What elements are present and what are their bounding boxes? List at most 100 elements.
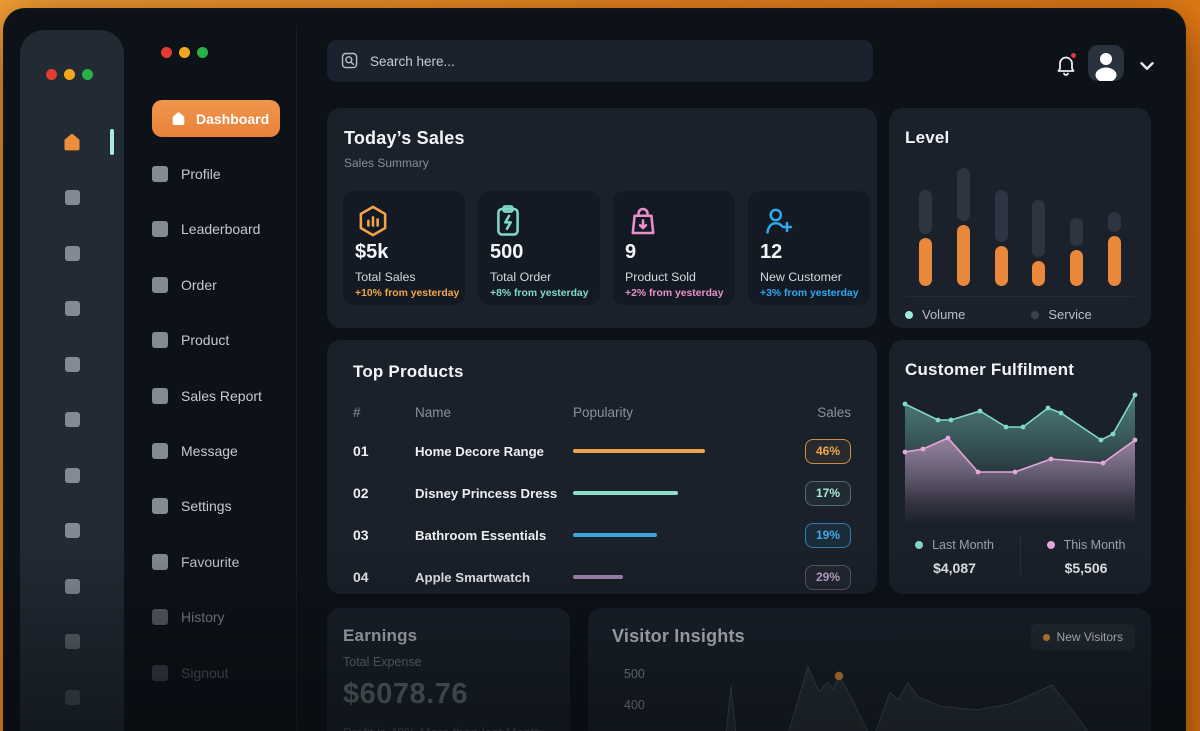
mini-traffic-lights [46,69,93,80]
this-month-dot [1046,541,1055,549]
account-menu-button[interactable] [1136,55,1158,77]
service-legend-label: Service [1048,307,1092,322]
sidebar-item-dashboard[interactable]: Dashboard [152,100,280,137]
mini-item-product[interactable] [20,346,124,382]
level-bar-6 [1107,212,1121,286]
mini-item-signout[interactable] [20,679,124,715]
product-number: 02 [353,485,369,501]
level-card: Level Volume Service [889,108,1151,328]
sidebar-item-settings[interactable]: Settings [152,488,290,524]
last-month-value: $4,087 [933,560,976,576]
level-bar-4 [1032,200,1046,286]
notification-badge [1069,51,1078,60]
product-name: Bathroom Essentials [415,527,547,543]
stat-value: 12 [760,241,783,263]
sidebar-item-favourite[interactable]: Favourite [152,544,290,580]
stat-card-total-order: 500 Total Order +8% from yesterday [477,190,601,306]
earnings-value: $6078.76 [343,678,468,710]
notifications-button[interactable] [1053,51,1079,81]
close-window-icon[interactable] [161,47,172,58]
top-products-title: Top Products [353,362,464,381]
sidebar-item-leaderboard[interactable]: Leaderboard [152,211,290,247]
col-number: # [353,404,361,420]
zoom-window-icon[interactable] [197,47,208,58]
stat-card-product-sold: 9 Product Sold +2% from yesterday [612,190,736,306]
sidebar-menu: Dashboard Profile Leaderboard Order Product S… [135,30,296,731]
signout-icon [152,664,168,681]
user-avatar[interactable] [1088,45,1124,81]
search-bar[interactable] [327,40,873,82]
user-icon [1095,53,1117,81]
stat-delta: +3% from yesterday [760,288,859,299]
settings-icon [152,498,168,515]
popularity-bar [573,574,623,580]
mini-item-profile[interactable] [20,180,124,216]
mini-rail [20,124,124,715]
sidebar: Dashboard Profile Leaderboard Order Product S… [135,30,296,731]
sidebar-divider [296,26,297,731]
stat-card-total-sales: $5k Total Sales +10% from yesterday [342,190,466,306]
new-visitors-label: New Visitors [1056,630,1123,644]
product-row-01: 01 Home Decore Range 46% [353,430,851,472]
order-icon [152,276,168,293]
product-icon [152,332,168,349]
close-window-icon[interactable] [46,69,57,80]
last-month-label: Last Month [932,538,994,552]
mini-item-settings[interactable] [20,513,124,549]
zoom-window-icon[interactable] [82,69,93,80]
stat-delta: +2% from yesterday [625,288,724,299]
mini-sidebar [20,30,124,731]
sidebar-item-sales-report[interactable]: Sales Report [152,378,290,414]
level-bar-1 [919,190,932,286]
service-legend-dot [1031,310,1040,319]
stat-label: Product Sold [625,270,696,284]
todays-sales-card: Today’s Sales Sales Summary $5k Total Sal… [327,108,877,328]
order-clipboard-icon [490,203,528,241]
popularity-bar [573,532,657,538]
mini-item-sales-report[interactable] [20,402,124,438]
todays-sales-subtitle: Sales Summary [344,156,429,170]
minimize-window-icon[interactable] [179,47,190,58]
product-number: 04 [353,569,369,585]
stat-value: $5k [355,241,389,263]
earnings-card: Earnings Total Expense $6078.76 Profit i… [327,608,570,731]
level-title: Level [905,128,950,147]
sidebar-item-signout[interactable]: Signout [152,655,290,691]
minimize-window-icon[interactable] [64,69,75,80]
mini-item-dashboard[interactable] [20,124,124,160]
sidebar-traffic-lights [161,47,208,58]
stat-value: 500 [490,241,524,263]
sales-badge: 19% [805,522,851,548]
sales-hexagon-icon [355,203,393,241]
profile-icon [152,166,168,182]
sidebar-item-profile[interactable]: Profile [152,156,290,192]
stat-delta: +10% from yesterday [355,288,460,299]
col-sales: Sales [817,404,851,420]
visitor-insights-card: Visitor Insights New Visitors 500 400 [588,608,1151,731]
sidebar-item-order[interactable]: Order [152,267,290,303]
stat-card-new-customer: 12 New Customer +3% from yesterday [747,190,871,306]
col-name: Name [415,404,452,420]
this-month-value: $5,506 [1064,560,1108,576]
todays-sales-title: Today’s Sales [344,128,465,148]
sidebar-item-history[interactable]: History [152,599,290,635]
level-bar-5 [1070,218,1084,286]
popularity-bar [573,490,678,496]
product-row-04: 04 Apple Smartwatch 29% [353,556,851,598]
level-bar-3 [994,190,1008,286]
stat-label: Total Sales [355,270,416,284]
new-visitors-dot [1042,633,1050,641]
customer-fulfilment-title: Customer Fulfilment [905,360,1075,379]
sidebar-item-product[interactable]: Product [152,322,290,358]
customer-fulfilment-card: Customer Fulfilment Last Month $4,087 Th… [889,340,1151,594]
visitor-insights-chart [725,665,1089,731]
product-row-02: 02 Disney Princess Dress 17% [353,472,851,514]
search-input[interactable] [370,53,859,69]
mini-item-order[interactable] [20,291,124,327]
mini-item-leaderboard[interactable] [20,235,124,271]
mini-item-message[interactable] [20,457,124,493]
sidebar-item-message[interactable]: Message [152,433,290,469]
stat-delta: +8% from yesterday [490,288,589,299]
mini-item-favourite[interactable] [20,568,124,604]
mini-item-history[interactable] [20,624,124,660]
